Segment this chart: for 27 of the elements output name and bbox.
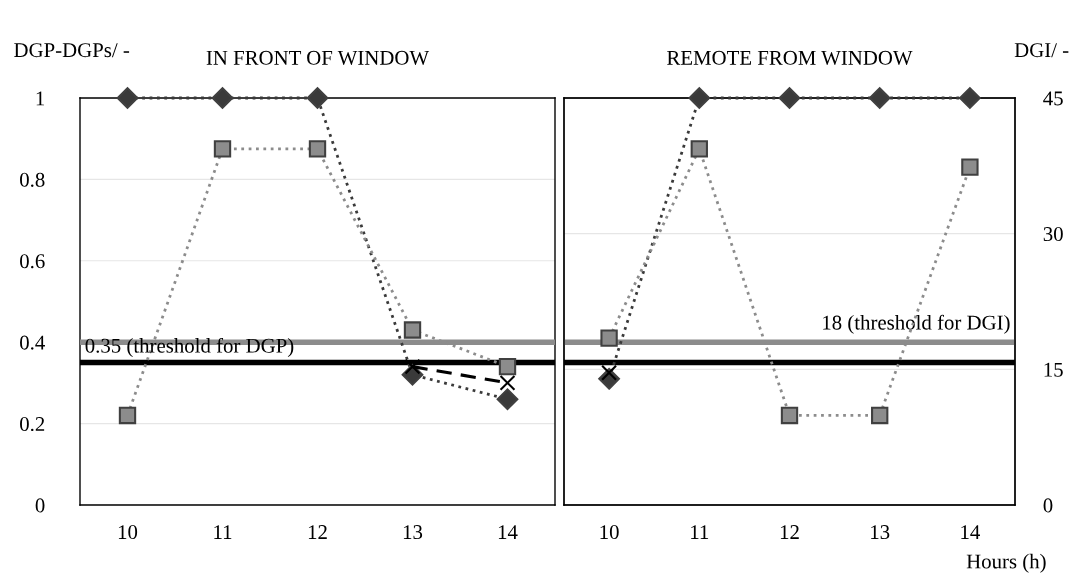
x-axis-title: Hours (h) [966,553,1046,573]
ref-line-label: 0.35 (threshold for DGP) [85,337,294,357]
chart-title: REMOTE FROM WINDOW [667,50,913,65]
chart-title: IN FRONT OF WINDOW [206,50,430,65]
x-tick-label: 14 [961,525,980,539]
y2-tick-label: 0 [1043,498,1053,513]
x-tick-label: 10 [118,525,138,540]
y2-tick-label: 30 [1043,227,1063,242]
y-tick-label: 0.2 [20,416,45,432]
x-tick-label: 11 [691,525,709,539]
x-tick-label: 13 [403,525,423,540]
y-tick-label: 0.8 [20,172,45,187]
y2-tick-label: 45 [1043,91,1063,106]
x-tick-label: 11 [214,525,232,539]
y-tick-label: 1 [36,91,45,106]
x-tick-label: 13 [871,525,890,540]
x-tick-label: 10 [600,525,619,540]
y-tick-label: 0.6 [20,254,45,269]
x-tick-label: 14 [498,525,518,539]
y2-axis-title: DGI/ - [1014,43,1069,58]
y-tick-label: 0.4 [20,335,45,350]
y-tick-label: 0 [35,498,45,513]
y2-tick-label: 15 [1044,362,1063,377]
x-tick-label: 12 [308,525,327,539]
y-axis-title: DGP-DGPs/ - [14,43,130,58]
x-tick-label: 12 [780,525,799,539]
ref-line-label: 18 (threshold for DGI) [823,314,1010,334]
